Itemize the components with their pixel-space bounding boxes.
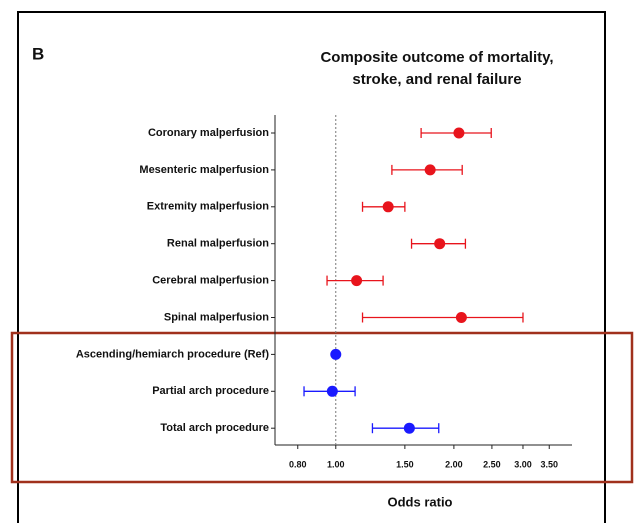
point [424, 164, 436, 176]
y-tick-label: Extremity malperfusion [147, 201, 270, 213]
x-tick-label: 2.50 [483, 459, 501, 469]
y-tick-label: Total arch procedure [160, 422, 269, 434]
x-tick-label: 1.50 [396, 459, 414, 469]
x-tick-label: 1.00 [327, 459, 345, 469]
x-tick-label: 0.80 [289, 459, 307, 469]
point [455, 312, 467, 323]
point [453, 127, 465, 139]
point [330, 348, 342, 360]
point [382, 201, 394, 213]
highlight-box [10, 331, 634, 484]
y-tick-label: Coronary malperfusion [148, 127, 269, 139]
y-tick-label: Cerebral malperfusion [152, 275, 269, 287]
y-tick-label: Renal malperfusion [167, 238, 269, 250]
x-tick-label: 2.00 [445, 459, 463, 469]
frame [17, 11, 606, 523]
y-tick-label: Ascending/hemiarch procedure (Ref) [76, 348, 269, 360]
point [351, 275, 363, 287]
x-tick-label: 3.50 [540, 459, 558, 469]
y-tick-label: Mesenteric malperfusion [139, 164, 269, 176]
panel-label: B [32, 44, 44, 63]
point [326, 385, 338, 397]
y-tick-label: Partial arch procedure [152, 385, 269, 397]
point [434, 238, 446, 250]
y-tick-label: Spinal malperfusion [164, 311, 269, 323]
x-axis-label: Odds ratio [387, 494, 452, 509]
chart-title: stroke, and renal failure [352, 71, 521, 88]
x-tick-label: 3.00 [514, 459, 532, 469]
chart-title: Composite outcome of mortality, [320, 49, 553, 66]
point [403, 422, 415, 434]
